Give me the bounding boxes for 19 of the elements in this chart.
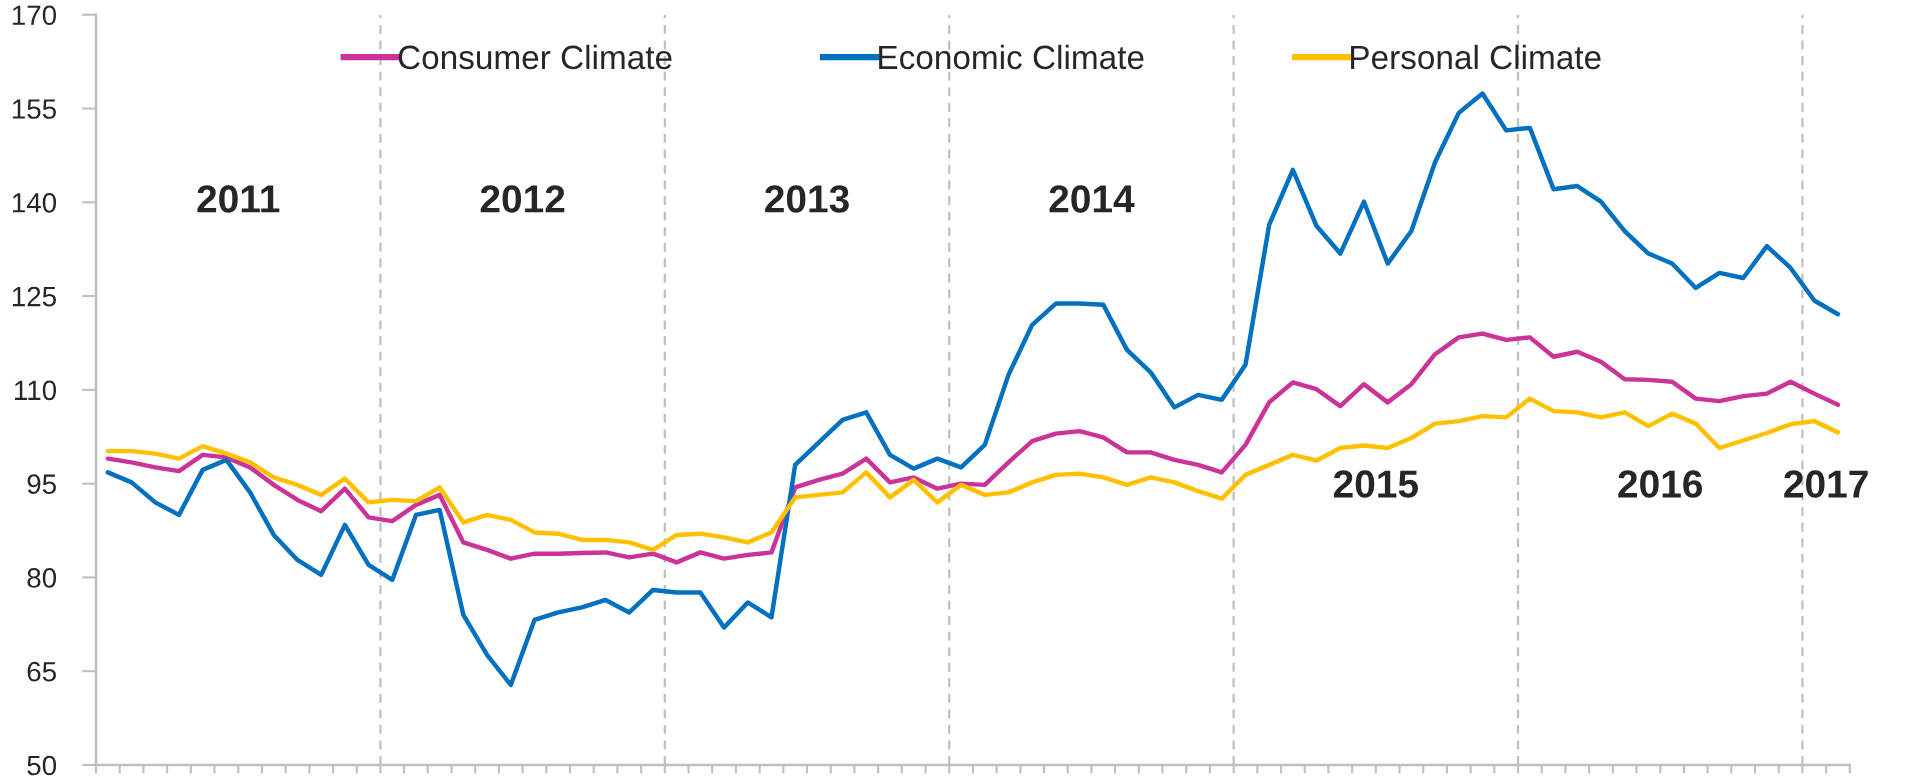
- annotation: 2014: [1049, 185, 1135, 213]
- legend-label: Consumer Climate: [398, 44, 672, 70]
- annotation: 2016: [1618, 470, 1703, 498]
- annotation: 2017: [1784, 470, 1868, 498]
- y-tick-label: 80: [27, 568, 57, 588]
- y-tick-label: 155: [12, 99, 56, 119]
- legend-label: Personal Climate: [1351, 44, 1601, 70]
- annotation: 2013: [765, 185, 849, 213]
- y-tick-label: 65: [27, 661, 56, 682]
- annotation: 2011: [197, 185, 280, 213]
- y-tick-label: 125: [12, 286, 56, 307]
- y-tick-label: 140: [12, 192, 57, 213]
- annotation: 2015: [1333, 470, 1418, 498]
- y-tick-label: 95: [27, 474, 56, 494]
- y-tick-label: 50: [27, 755, 57, 776]
- annotation: 2012: [480, 185, 565, 213]
- y-tick-label: 170: [12, 5, 57, 26]
- legend-label: Economic Climate: [879, 44, 1144, 70]
- y-tick-label: 110: [14, 380, 57, 401]
